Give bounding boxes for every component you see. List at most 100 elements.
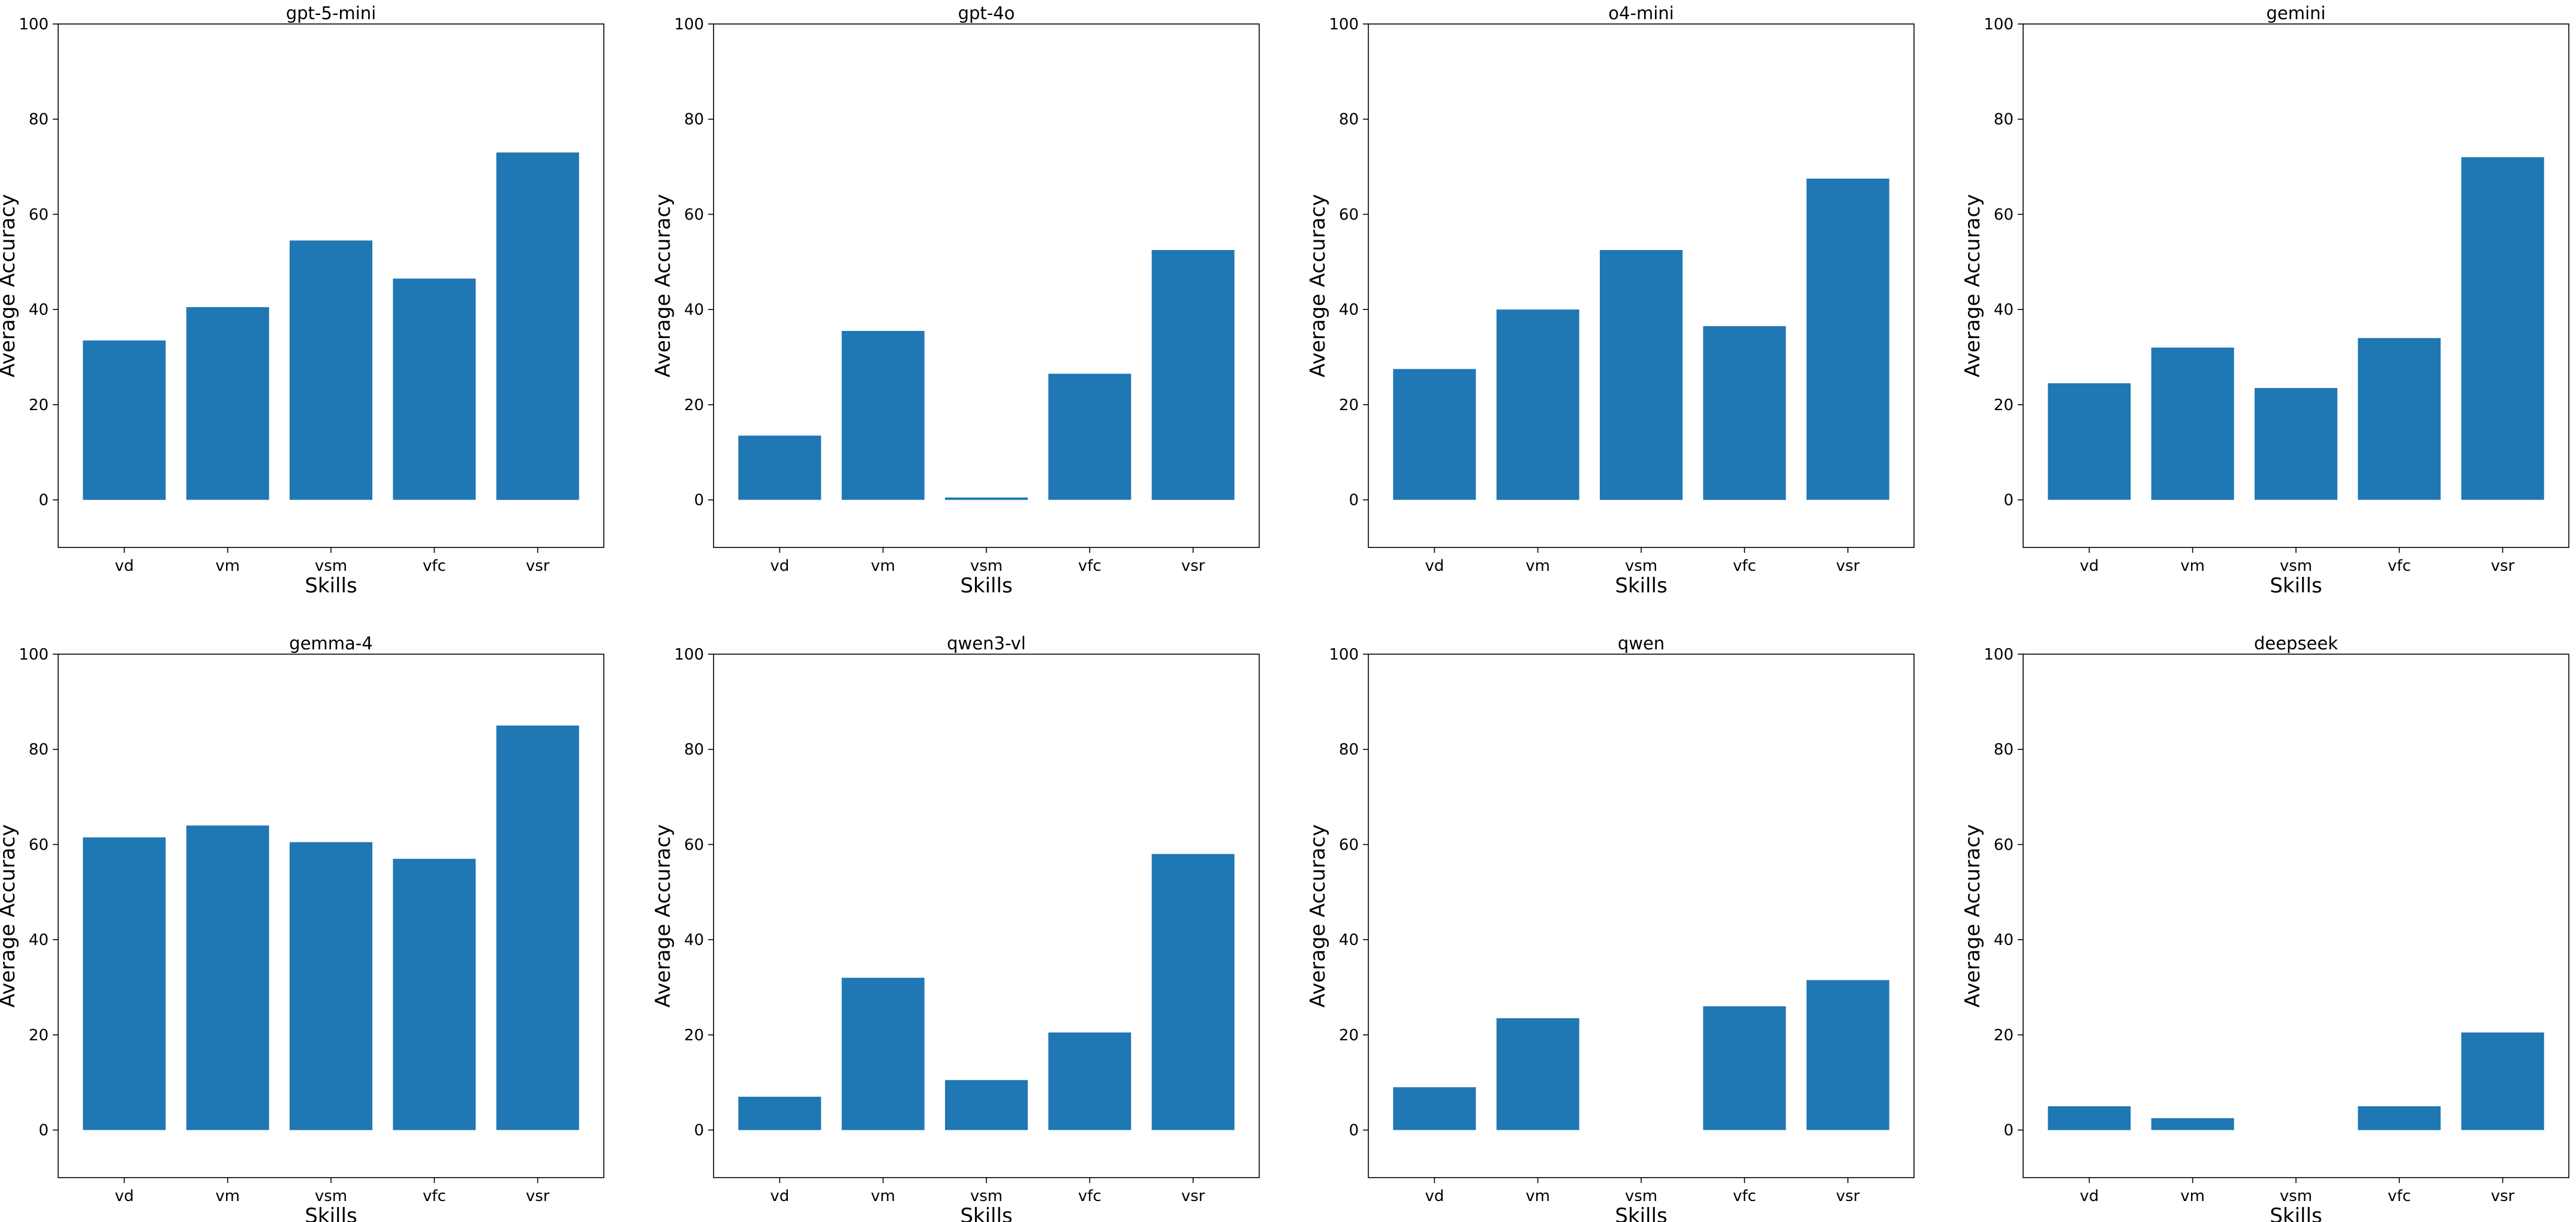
x-tick-label: vm [215, 557, 240, 575]
subplot-gemini: 0 20 40 60 80 100 vd vm vsm vfc vsr gemini Skills Ave… [1961, 3, 2569, 598]
y-tick-label: 80 [1339, 741, 1359, 759]
bar-vd [83, 837, 166, 1130]
y-axis-label: Average Accuracy [1961, 824, 1985, 1008]
subplot-gemma-4: 0 20 40 60 80 100 vd vm vsm vfc vsr gemma-4 Skills Av… [0, 633, 604, 1222]
subplot-gpt-5-mini: 0 20 40 60 80 100 vd vm vsm vfc vsr gpt-5-mini Skill… [0, 3, 604, 598]
bar-vfc [1048, 374, 1131, 500]
y-tick-label: 60 [684, 836, 704, 854]
y-tick-label: 40 [1994, 301, 2014, 319]
y-tick-label: 80 [1339, 111, 1359, 129]
y-tick-label: 100 [674, 16, 704, 34]
y-tick-label: 60 [1339, 206, 1359, 224]
subplot-title: gpt-5-mini [286, 3, 376, 23]
y-tick-label: 100 [19, 646, 49, 664]
x-tick-label: vfc [1078, 1187, 1102, 1205]
y-tick-label: 20 [29, 396, 49, 414]
bar-vfc [1703, 1006, 1786, 1130]
bar-vd [83, 340, 166, 500]
y-tick-label: 0 [1349, 1122, 1359, 1140]
y-axis-label: Average Accuracy [651, 194, 675, 378]
bar-vfc [1703, 326, 1786, 500]
y-tick-label: 0 [2003, 492, 2014, 510]
x-axis-label: Skills [2270, 1204, 2322, 1222]
bar-vsm [290, 240, 372, 500]
bar-vfc [393, 278, 476, 500]
y-tick-label: 80 [684, 111, 704, 129]
x-tick-label: vfc [1733, 1187, 1756, 1205]
x-axis-label: Skills [305, 1204, 357, 1222]
subplot-title: qwen3-vl [947, 633, 1026, 654]
x-tick-label: vd [1425, 1187, 1444, 1205]
y-tick-label: 40 [684, 931, 704, 949]
x-tick-label: vfc [1078, 557, 1102, 575]
y-tick-label: 0 [2003, 1122, 2014, 1140]
y-tick-label: 0 [694, 1122, 704, 1140]
x-tick-label: vsr [526, 1187, 550, 1205]
subplot-title: qwen [1618, 633, 1665, 654]
y-tick-label: 40 [1339, 931, 1359, 949]
x-tick-label: vm [1525, 557, 1550, 575]
x-tick-label: vm [2180, 1187, 2205, 1205]
subplot-qwen3-vl: 0 20 40 60 80 100 vd vm vsm vfc vsr qwen3-vl Skills A… [651, 633, 1260, 1222]
x-tick-label: vd [2080, 1187, 2099, 1205]
x-tick-label: vsm [970, 1187, 1003, 1205]
y-tick-label: 80 [29, 111, 49, 129]
x-axis-label: Skills [305, 574, 357, 598]
bar-vd [738, 1097, 821, 1130]
y-tick-label: 20 [29, 1027, 49, 1045]
bar-vd [2048, 383, 2131, 500]
bar-vd [1393, 369, 1476, 500]
subplot-o4-mini: 0 20 40 60 80 100 vd vm vsm vfc vsr o4-mini Skills Av… [1306, 3, 1915, 598]
y-tick-label: 100 [674, 646, 704, 664]
x-tick-label: vsm [315, 557, 347, 575]
bar-vsm [2255, 388, 2337, 500]
x-axis-label: Skills [960, 574, 1012, 598]
y-tick-label: 100 [1329, 646, 1359, 664]
x-tick-label: vm [871, 1187, 895, 1205]
bar-vm [2151, 1118, 2234, 1130]
bar-vsr [496, 152, 579, 500]
y-axis-label: Average Accuracy [0, 824, 20, 1008]
y-axis-label: Average Accuracy [651, 824, 675, 1008]
x-tick-label: vsr [1836, 557, 1860, 575]
subplot-title: gemma-4 [289, 633, 372, 654]
subplot-qwen: 0 20 40 60 80 100 vd vm vsm vfc vsr qwen Skills Avera… [1306, 633, 1915, 1222]
bar-vsr [1151, 250, 1235, 500]
bar-vm [1496, 309, 1579, 500]
y-tick-label: 80 [1994, 111, 2014, 129]
bar-vfc [1048, 1032, 1131, 1130]
bar-vfc [2358, 338, 2441, 500]
x-tick-label: vfc [423, 557, 446, 575]
bar-vd [738, 435, 821, 500]
y-tick-label: 40 [1339, 301, 1359, 319]
bar-vm [2151, 347, 2234, 500]
subplot-deepseek: 0 20 40 60 80 100 vd vm vsm vfc vsr deepseek Skills A… [1961, 633, 2569, 1222]
bar-vm [186, 307, 269, 500]
y-tick-label: 0 [38, 492, 49, 510]
y-tick-label: 60 [1339, 836, 1359, 854]
x-tick-label: vsr [1181, 557, 1205, 575]
x-tick-label: vfc [2388, 557, 2411, 575]
y-tick-label: 60 [684, 206, 704, 224]
x-tick-label: vsm [2280, 557, 2312, 575]
bar-vm [841, 977, 925, 1130]
y-axis-label: Average Accuracy [1306, 824, 1330, 1008]
x-tick-label: vm [1525, 1187, 1550, 1205]
y-axis-label: Average Accuracy [1961, 194, 1985, 378]
y-tick-label: 40 [684, 301, 704, 319]
bar-vd [2048, 1106, 2131, 1130]
bar-vsr [1806, 178, 1889, 500]
x-axis-label: Skills [960, 1204, 1012, 1222]
y-tick-label: 100 [19, 16, 49, 34]
bar-vm [1496, 1018, 1579, 1130]
bar-vfc [2358, 1106, 2441, 1130]
bar-vsr [2461, 157, 2544, 500]
x-tick-label: vm [215, 1187, 240, 1205]
y-tick-label: 20 [1339, 1027, 1359, 1045]
subplot-title: o4-mini [1608, 3, 1674, 23]
y-tick-label: 80 [684, 741, 704, 759]
bar-vsm [945, 1080, 1028, 1130]
bar-vsr [496, 726, 579, 1130]
y-tick-label: 0 [38, 1122, 49, 1140]
